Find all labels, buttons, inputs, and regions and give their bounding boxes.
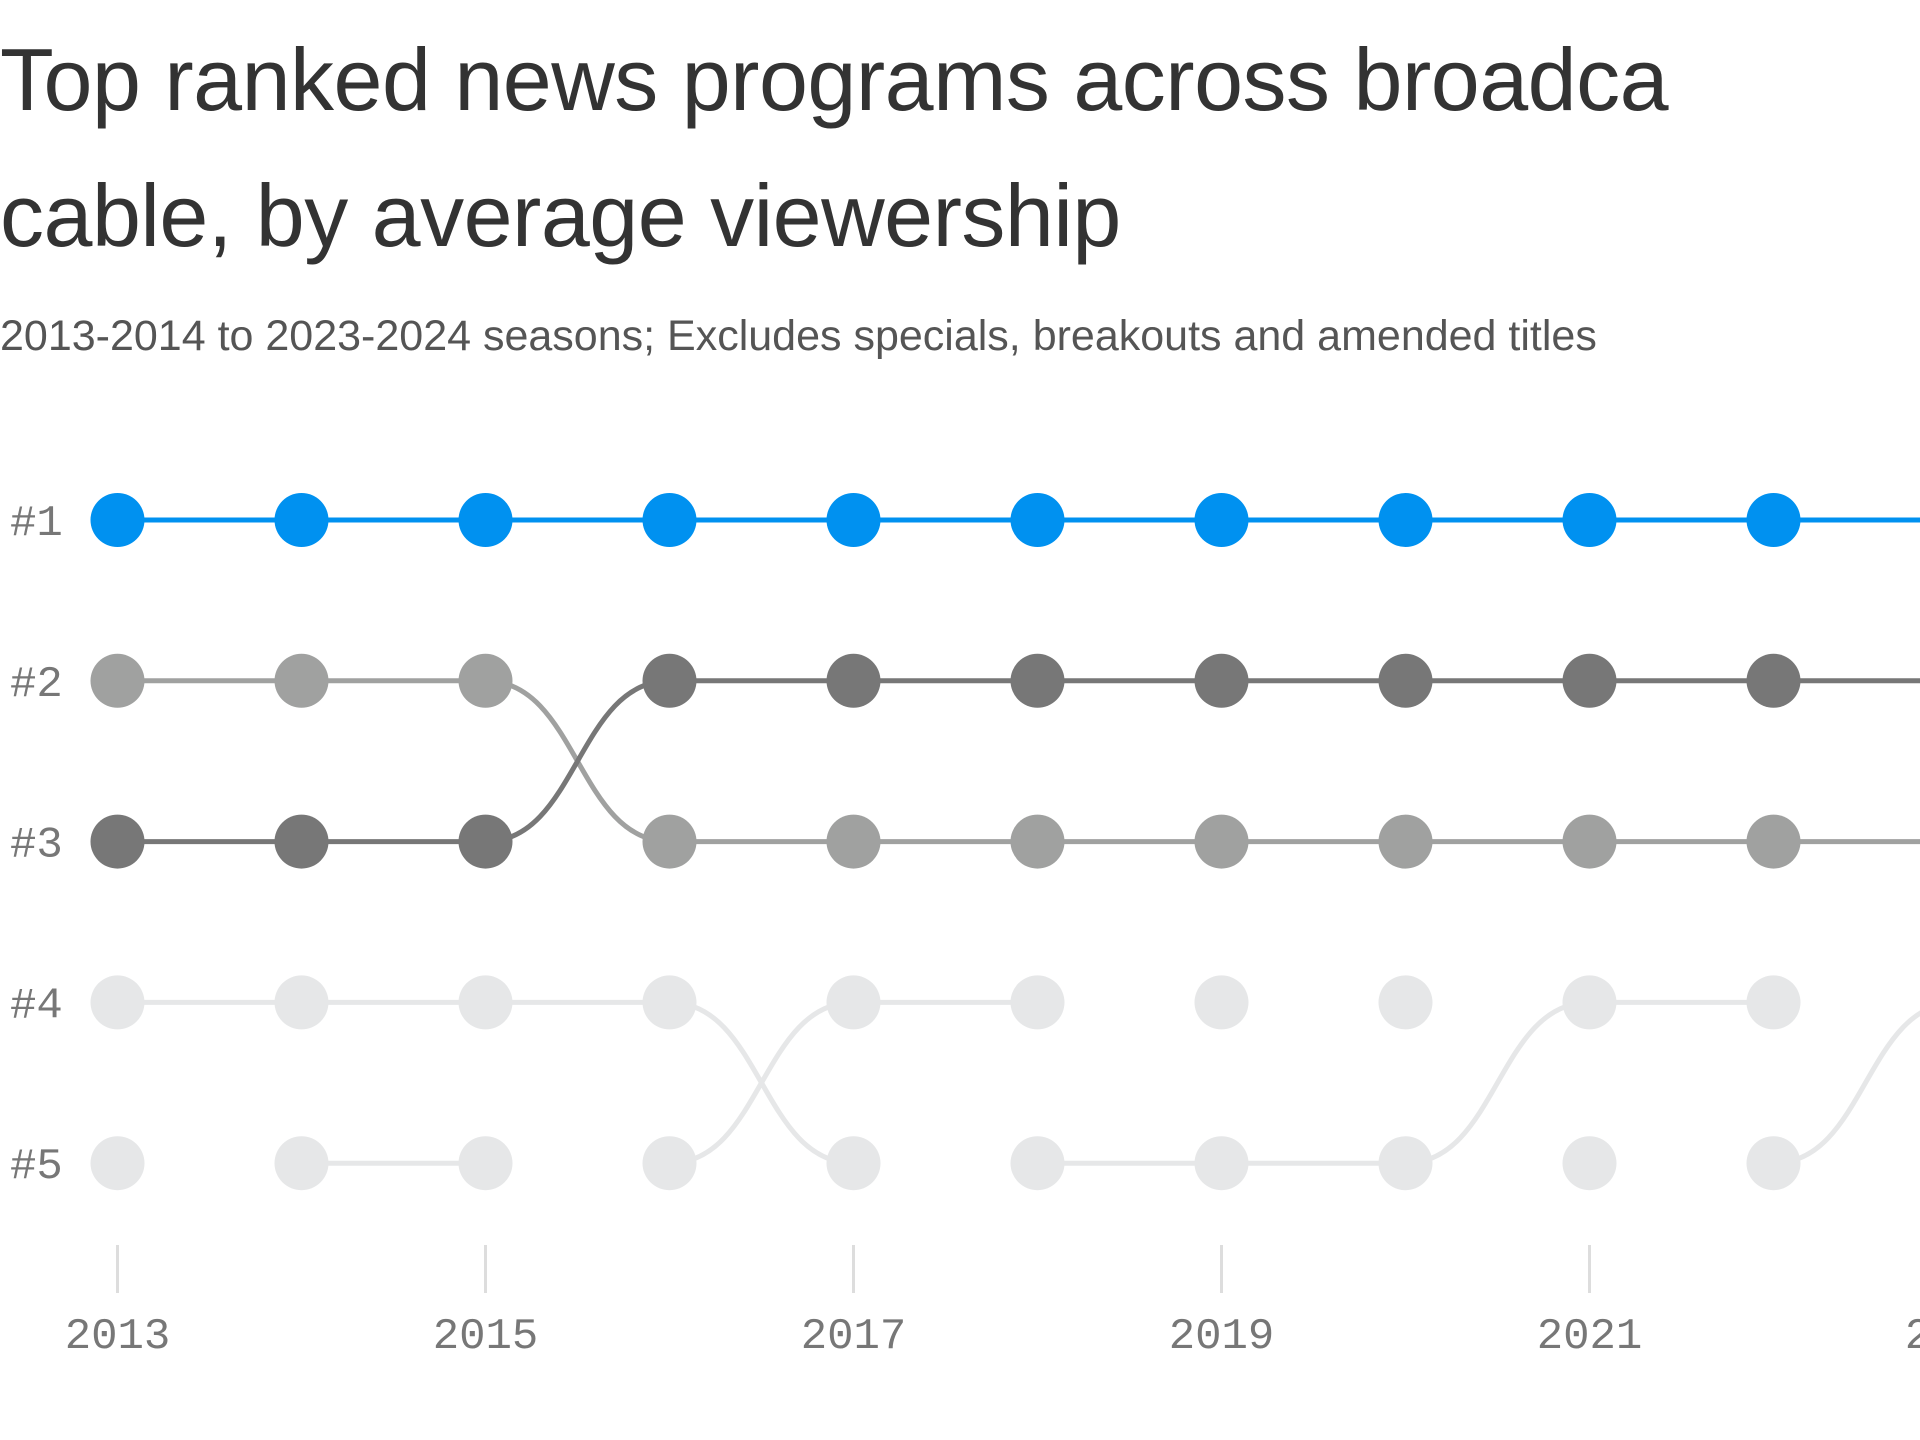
other-h-point [1562,1136,1617,1191]
other-a-point [458,975,513,1030]
chart-subtitle: 2013-2014 to 2023-2024 seasons; Excludes… [0,312,1597,360]
other-e-point [1378,1136,1433,1191]
title-line-1: Top ranked news programs across broadca [0,30,1669,129]
mid-program-point [274,653,329,708]
dark-program-point [642,653,697,708]
dark-program-point [1562,653,1617,708]
chart-title: Top ranked news programs across broadca c… [0,12,1669,284]
other-a-point [642,975,697,1030]
other-b-point [90,1136,145,1191]
dark-program-line-segment [485,678,670,845]
x-tick-label: 2015 [433,1312,539,1362]
other-i-line-segment [1773,1010,1920,1166]
other-f-point [1194,975,1249,1030]
y-tick-label: #2 [10,660,63,710]
mid-program-point [1194,814,1249,869]
y-tick-label: #5 [10,1142,63,1192]
mid-program-point [1562,814,1617,869]
mid-program-point [642,814,697,869]
other-g-point [1378,975,1433,1030]
dark-program-point [90,814,145,869]
rank-1-program-point [90,493,145,547]
rank-1-program-point [1746,493,1801,547]
x-tick-label: 2021 [1537,1312,1643,1362]
x-tick-label: 2019 [1169,1312,1275,1362]
dark-program-point [458,814,513,869]
other-a-point [826,1136,881,1191]
mid-program-point [826,814,881,869]
dark-program-point [1746,653,1801,708]
rank-1-program-point [642,493,697,547]
other-e-line-segment [1405,999,1590,1166]
other-e-point [1194,1136,1249,1191]
other-d-point [642,1136,697,1191]
rank-1-program-point [458,493,513,547]
dark-program-point [274,814,329,869]
rank-1-program-point [1010,493,1065,547]
rank-1-program-point [274,493,329,547]
other-c-point [274,1136,329,1191]
other-d-line-segment [669,999,854,1166]
other-c-point [458,1136,513,1191]
y-tick-label: #4 [10,981,63,1031]
dark-program-point [1010,653,1065,708]
other-i-point [1746,1136,1801,1191]
title-line-2: cable, by average viewership [0,166,1121,265]
x-tick-label: 2017 [801,1312,907,1362]
mid-program-point [1378,814,1433,869]
mid-program-point [1746,814,1801,869]
dark-program-point [1194,653,1249,708]
dark-program-point [1378,653,1433,708]
rank-1-program-point [1378,493,1433,547]
dark-program-point [826,653,881,708]
rank-1-program-point [1194,493,1249,547]
x-tick-label: 2013 [65,1312,171,1362]
other-d-point [826,975,881,1030]
rank-1-program-point [826,493,881,547]
other-e-point [1562,975,1617,1030]
other-e-point [1010,1136,1065,1191]
y-tick-label: #3 [10,821,63,871]
other-a-point [274,975,329,1030]
x-tick-label: 2023 [1905,1312,1920,1362]
rank-1-program-point [1562,493,1617,547]
other-e-point [1746,975,1801,1030]
mid-program-point [90,653,145,708]
y-tick-label: #1 [10,499,63,549]
mid-program-point [1010,814,1065,869]
other-d-point [1010,975,1065,1030]
other-a-point [90,975,145,1030]
mid-program-point [458,653,513,708]
